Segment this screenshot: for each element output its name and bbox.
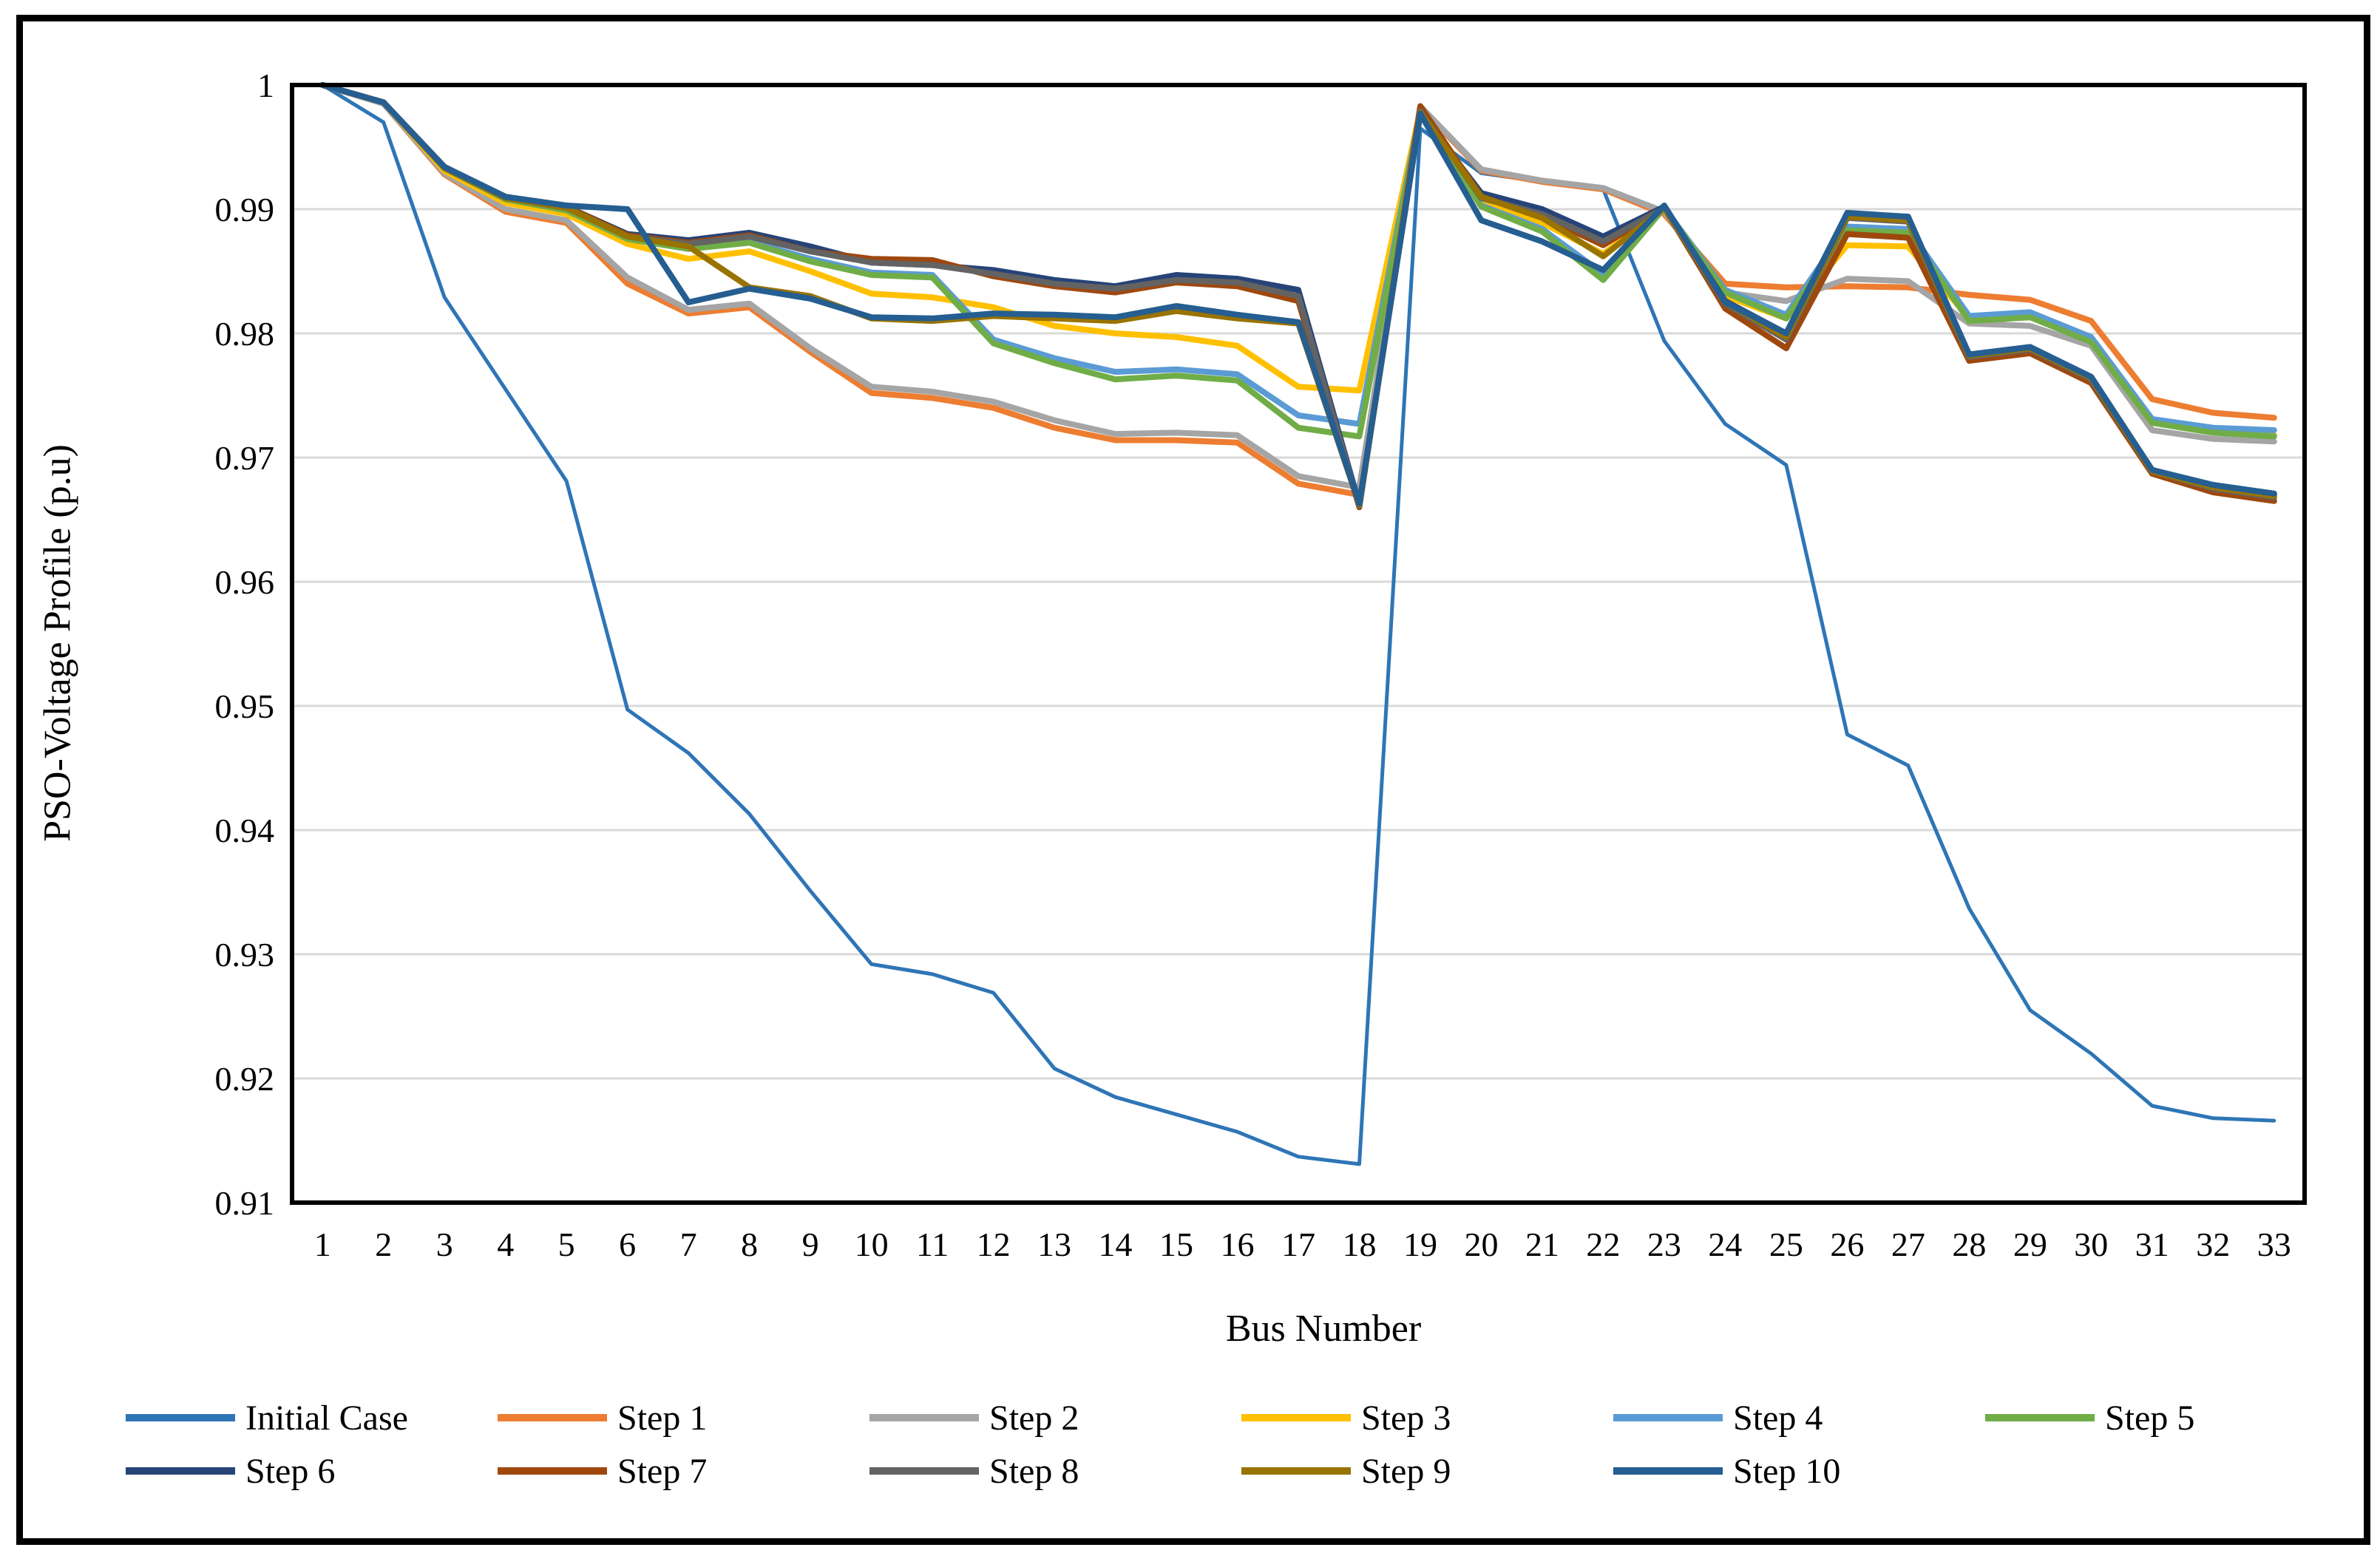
legend-line-swatch bbox=[869, 1414, 979, 1421]
x-tick-label: 18 bbox=[1342, 1226, 1376, 1263]
legend-label: Step 2 bbox=[989, 1398, 1079, 1438]
x-axis-title: Bus Number bbox=[1225, 1308, 1422, 1350]
x-tick-label: 4 bbox=[497, 1226, 514, 1263]
x-tick-label: 2 bbox=[375, 1226, 392, 1263]
legend-label: Step 5 bbox=[2105, 1398, 2195, 1438]
legend-line-swatch bbox=[869, 1467, 979, 1475]
series-initial-case bbox=[320, 83, 2276, 1166]
x-tick-label: 24 bbox=[1708, 1226, 1742, 1263]
legend-item-step-5: Step 5 bbox=[1985, 1394, 2194, 1441]
x-tick-label: 10 bbox=[855, 1226, 889, 1263]
x-tick-label: 15 bbox=[1159, 1226, 1193, 1263]
series-step-4 bbox=[319, 82, 2277, 433]
x-tick-label: 31 bbox=[2135, 1226, 2169, 1263]
x-tick-label: 25 bbox=[1769, 1226, 1803, 1263]
x-tick-label: 30 bbox=[2074, 1226, 2108, 1263]
legend-item-initial-case: Initial Case bbox=[126, 1394, 408, 1441]
x-tick-label: 3 bbox=[436, 1226, 453, 1263]
x-tick-label: 9 bbox=[802, 1226, 819, 1263]
y-tick-label: 0.92 bbox=[215, 1060, 275, 1098]
x-tick-label: 19 bbox=[1403, 1226, 1437, 1263]
legend-label: Step 1 bbox=[617, 1398, 708, 1438]
y-tick-label: 1 bbox=[257, 67, 274, 104]
legend-item-step-10: Step 10 bbox=[1613, 1447, 1840, 1495]
x-tick-label: 8 bbox=[741, 1226, 758, 1263]
x-tick-label: 32 bbox=[2196, 1226, 2230, 1263]
outer-border-frame bbox=[16, 15, 2370, 1545]
legend-label: Step 6 bbox=[245, 1451, 336, 1491]
legend-label: Initial Case bbox=[245, 1398, 408, 1438]
y-tick-label: 0.97 bbox=[215, 439, 275, 477]
x-tick-label: 22 bbox=[1586, 1226, 1620, 1263]
y-tick-label: 0.95 bbox=[215, 687, 275, 725]
y-axis-title: PSO-Voltage Profile (p.u) bbox=[36, 444, 79, 842]
legend-line-swatch bbox=[498, 1414, 607, 1421]
x-tick-label: 27 bbox=[1891, 1226, 1925, 1263]
legend-label: Step 3 bbox=[1361, 1398, 1451, 1438]
legend-line-swatch bbox=[1613, 1414, 1723, 1421]
legend-label: Step 8 bbox=[989, 1451, 1079, 1491]
x-tick-label: 6 bbox=[619, 1226, 636, 1263]
series-step-10 bbox=[319, 82, 2277, 507]
x-tick-label: 5 bbox=[558, 1226, 575, 1263]
x-tick-label: 26 bbox=[1830, 1226, 1864, 1263]
legend-item-step-8: Step 8 bbox=[869, 1447, 1079, 1495]
legend-line-swatch bbox=[1241, 1467, 1351, 1475]
y-tick-label: 0.99 bbox=[215, 191, 275, 228]
x-tick-label: 14 bbox=[1099, 1226, 1133, 1263]
y-tick-label: 0.93 bbox=[215, 936, 275, 973]
legend-label: Step 7 bbox=[617, 1451, 708, 1491]
legend-item-step-2: Step 2 bbox=[869, 1394, 1079, 1441]
legend-line-swatch bbox=[1613, 1467, 1723, 1475]
legend-item-step-7: Step 7 bbox=[498, 1447, 707, 1495]
legend-line-swatch bbox=[126, 1414, 235, 1421]
series-step-3 bbox=[319, 82, 2277, 438]
legend-item-step-1: Step 1 bbox=[498, 1394, 707, 1441]
legend-label: Step 10 bbox=[1733, 1451, 1841, 1491]
legend-item-step-3: Step 3 bbox=[1241, 1394, 1451, 1441]
y-tick-label: 0.98 bbox=[215, 315, 275, 353]
legend-item-step-4: Step 4 bbox=[1613, 1394, 1823, 1441]
x-tick-label: 28 bbox=[1952, 1226, 1986, 1263]
x-tick-label: 33 bbox=[2257, 1226, 2291, 1263]
x-tick-label: 29 bbox=[2013, 1226, 2047, 1263]
x-tick-label: 17 bbox=[1281, 1226, 1315, 1263]
x-tick-label: 21 bbox=[1525, 1226, 1559, 1263]
x-tick-label: 13 bbox=[1037, 1226, 1071, 1263]
x-tick-label: 16 bbox=[1221, 1226, 1255, 1263]
x-tick-label: 7 bbox=[680, 1226, 697, 1263]
y-tick-label: 0.94 bbox=[215, 812, 275, 849]
legend-label: Step 4 bbox=[1733, 1398, 1823, 1438]
plot-border bbox=[290, 83, 2307, 1205]
x-tick-label: 12 bbox=[977, 1226, 1011, 1263]
legend-item-step-6: Step 6 bbox=[126, 1447, 335, 1495]
y-tick-label: 0.91 bbox=[215, 1184, 275, 1222]
x-tick-label: 23 bbox=[1647, 1226, 1681, 1263]
legend-item-step-9: Step 9 bbox=[1241, 1447, 1451, 1495]
y-tick-label: 0.96 bbox=[215, 563, 275, 601]
x-tick-label: 1 bbox=[314, 1226, 331, 1263]
x-tick-label: 11 bbox=[916, 1226, 949, 1263]
legend-label: Step 9 bbox=[1361, 1451, 1451, 1491]
legend-line-swatch bbox=[1241, 1414, 1351, 1421]
legend-line-swatch bbox=[498, 1467, 607, 1475]
x-tick-label: 20 bbox=[1464, 1226, 1498, 1263]
legend-line-swatch bbox=[1985, 1414, 2095, 1421]
legend-line-swatch bbox=[126, 1467, 235, 1475]
